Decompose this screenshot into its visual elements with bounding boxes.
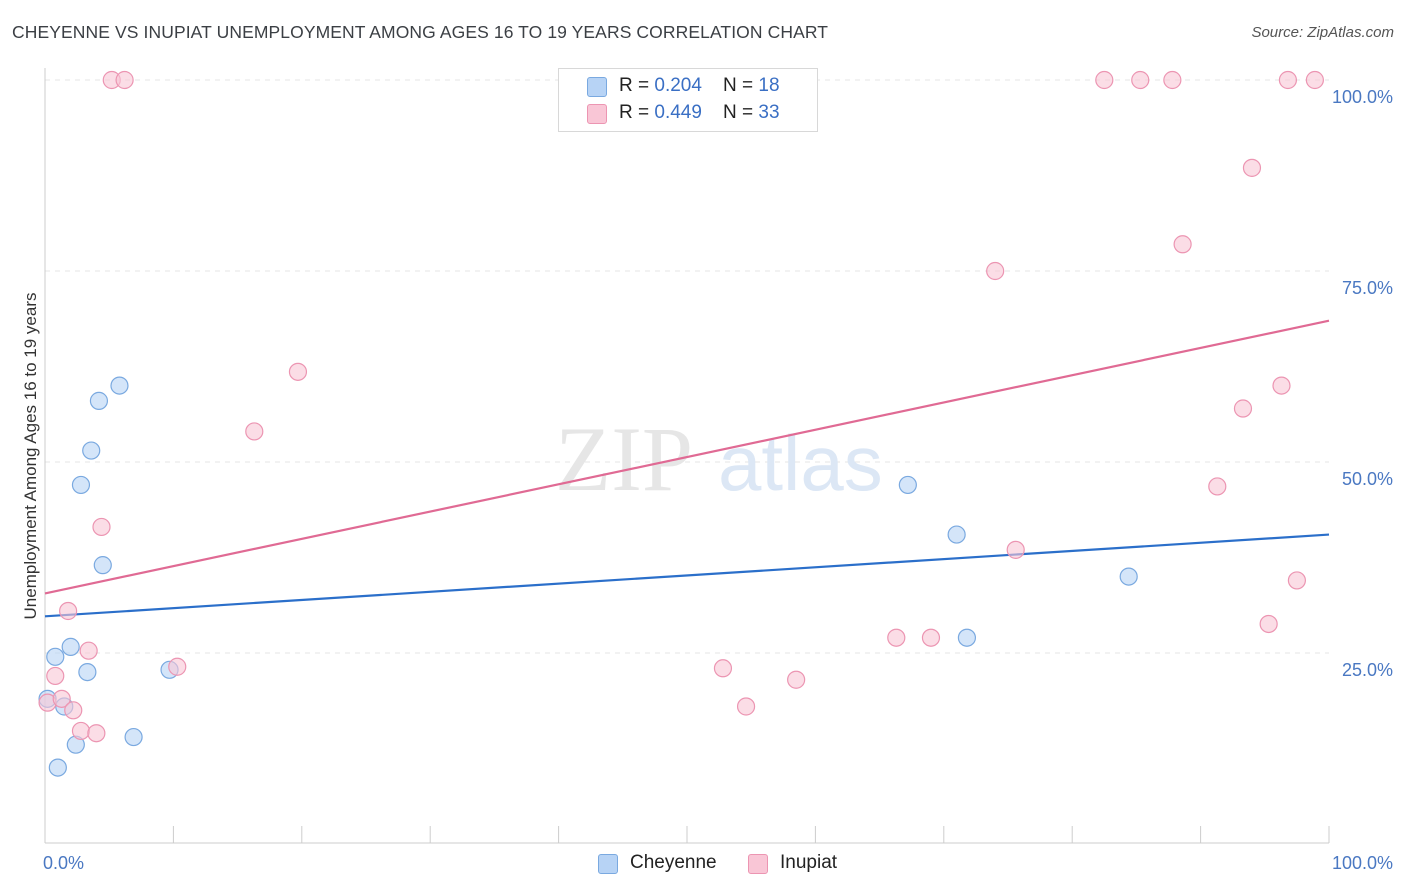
data-point-inupiat: [71, 721, 91, 741]
data-point-inupiat: [59, 601, 78, 621]
legend-n-label: N =: [723, 75, 759, 96]
chart-title: CHEYENNE VS INUPIAT UNEMPLOYMENT AMONG A…: [12, 22, 829, 42]
data-point-inupiat: [168, 657, 187, 676]
legend-r-label: R =: [619, 75, 655, 96]
bottom-legend-label: Cheyenne: [630, 852, 717, 873]
legend-n-label: N =: [723, 102, 759, 123]
axes: [44, 68, 1330, 844]
bottom-legend-swatch-cheyenne: [598, 854, 618, 874]
watermark: ZIP atlas: [555, 408, 883, 510]
data-point-inupiat: [92, 517, 111, 537]
data-point-inupiat: [787, 670, 806, 689]
data-point-inupiat: [1305, 70, 1324, 90]
data-point-inupiat: [1208, 477, 1227, 496]
trend-line-inupiat: [44, 319, 1330, 595]
data-points: [38, 70, 1324, 777]
watermark-zip: ZIP: [555, 408, 693, 510]
data-point-inupiat: [288, 362, 308, 381]
data-point-inupiat: [1233, 399, 1253, 418]
legend-swatch-inupiat: [587, 104, 607, 124]
data-point-inupiat: [1163, 70, 1182, 90]
legend-n-value: 18: [758, 75, 780, 96]
source-credit: Source: ZipAtlas.com: [1251, 24, 1394, 41]
bottom-legend-label: Inupiat: [780, 852, 838, 873]
data-point-inupiat: [887, 628, 906, 647]
data-point-inupiat: [1131, 70, 1150, 90]
data-point-cheyenne: [1119, 567, 1138, 586]
data-point-inupiat: [921, 628, 941, 647]
data-point-cheyenne: [110, 376, 129, 395]
data-point-inupiat: [1272, 376, 1291, 395]
data-point-cheyenne: [71, 475, 91, 495]
y-axis-title: Unemployment Among Ages 16 to 19 years: [21, 293, 40, 620]
data-point-cheyenne: [93, 556, 112, 575]
data-point-cheyenne: [48, 758, 67, 777]
data-point-inupiat: [52, 689, 71, 708]
y-tick-label: 75.0%: [1342, 278, 1393, 298]
y-tick-label: 100.0%: [1332, 87, 1393, 107]
trend-lines: [44, 319, 1330, 618]
data-point-inupiat: [736, 697, 756, 716]
gridlines: [45, 79, 1329, 654]
data-point-cheyenne: [124, 727, 143, 747]
data-point-inupiat: [713, 659, 733, 678]
data-point-inupiat: [1278, 70, 1298, 90]
data-point-inupiat: [245, 422, 264, 441]
data-point-inupiat: [986, 261, 1005, 281]
legend-r-label: R =: [619, 102, 655, 123]
y-tick-labels: 25.0% 50.0% 75.0% 100.0%: [1332, 87, 1393, 680]
data-point-inupiat: [64, 701, 83, 720]
data-point-inupiat: [1095, 70, 1114, 90]
data-point-inupiat: [46, 666, 65, 686]
bottom-legend-swatch-inupiat: [748, 854, 768, 874]
data-point-inupiat: [1006, 540, 1025, 559]
x-tick-label: 100.0%: [1332, 853, 1393, 873]
data-point-inupiat: [87, 724, 106, 743]
data-point-inupiat: [79, 641, 98, 660]
y-tick-label: 25.0%: [1342, 660, 1393, 680]
data-point-inupiat: [115, 70, 134, 90]
trend-line-cheyenne: [44, 533, 1330, 618]
data-point-cheyenne: [947, 525, 966, 544]
data-point-cheyenne: [61, 637, 80, 656]
data-point-cheyenne: [78, 662, 97, 682]
legend-swatch-cheyenne: [587, 77, 607, 97]
x-tick-label: 0.0%: [43, 853, 84, 873]
data-point-inupiat: [1173, 235, 1192, 254]
data-point-cheyenne: [957, 628, 977, 647]
data-point-cheyenne: [46, 647, 65, 666]
data-point-inupiat: [1242, 158, 1262, 177]
x-tick-labels: 0.0% 100.0%: [43, 853, 1393, 873]
data-point-cheyenne: [89, 391, 109, 410]
legend-r-value: 0.449: [654, 102, 702, 123]
legend-n-value: 33: [758, 102, 780, 123]
data-point-inupiat: [1259, 614, 1278, 634]
data-point-inupiat: [1287, 571, 1307, 590]
data-point-cheyenne: [82, 441, 101, 460]
legend-r-value: 0.204: [654, 75, 702, 96]
y-tick-label: 50.0%: [1342, 469, 1393, 489]
correlation-legend: R = 0.204 N = 18 R = 0.449 N = 33: [558, 68, 818, 132]
data-point-cheyenne: [898, 475, 917, 495]
